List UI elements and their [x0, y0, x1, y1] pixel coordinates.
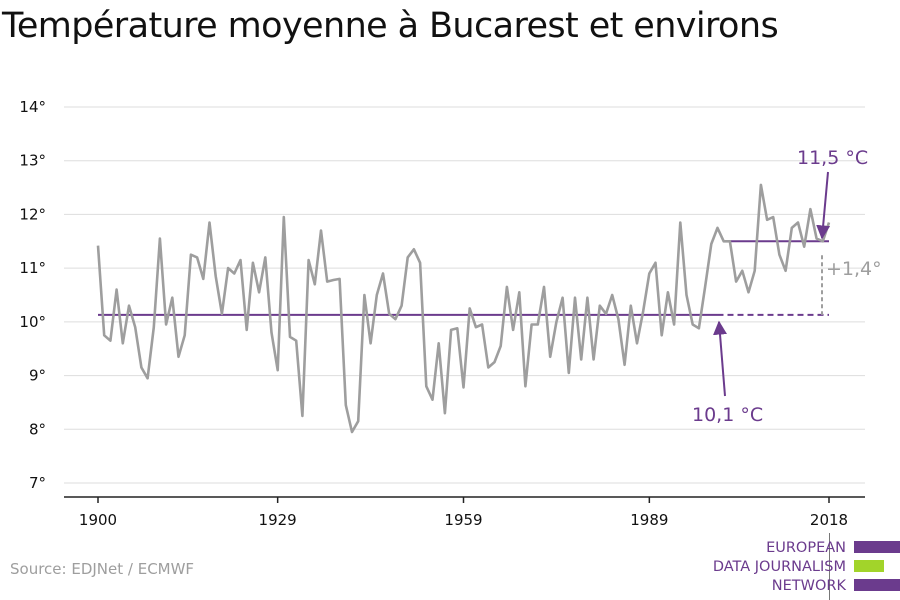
logo-bar-2 [854, 560, 884, 572]
annotation-label-10-1: 10,1 °C [692, 404, 763, 426]
chart-title: Température moyenne à Bucarest et enviro… [2, 6, 779, 46]
edjnet-logo: EUROPEAN DATA JOURNALISM NETWORK [713, 539, 900, 595]
x-tick-labels: 1900 1929 1959 1989 2018 [79, 511, 848, 529]
source-note: Source: EDJNet / ECMWF [10, 560, 195, 578]
reference-lines [98, 240, 829, 316]
y-tick-label: 8° [29, 420, 46, 438]
x-tick-label: 1959 [444, 511, 482, 529]
logo-bar-3 [854, 579, 900, 591]
x-axis [64, 496, 865, 503]
logo-bar-1 [854, 541, 900, 553]
y-tick-label: 12° [19, 205, 46, 223]
y-tick-label: 14° [19, 98, 46, 116]
logo-line-3: NETWORK [771, 578, 846, 594]
y-tick-label: 13° [19, 152, 46, 170]
annotation-label-11-5: 11,5 °C [797, 147, 868, 169]
y-tick-label: 7° [29, 474, 46, 492]
y-tick-label: 9° [29, 367, 46, 385]
annotation-arrow-11-5 [816, 171, 831, 240]
logo-bars [854, 539, 900, 595]
x-tick-label: 1989 [630, 511, 668, 529]
y-gridlines [64, 106, 865, 484]
difference-label: +1,4° [826, 258, 882, 280]
logo-line-2: DATA JOURNALISM [712, 559, 846, 575]
logo-text: EUROPEAN DATA JOURNALISM NETWORK [713, 539, 846, 595]
y-tick-labels: 7° 8° 9° 10° 11° 12° 13° 14° [19, 98, 46, 492]
annotations: +1,4° 11,5 °C 10,1 °C [692, 147, 882, 426]
x-tick-label: 2018 [810, 511, 848, 529]
annotation-arrow-10-1 [713, 320, 727, 397]
x-tick-label: 1900 [79, 511, 117, 529]
logo-divider [829, 533, 830, 600]
series-line-temperature [96, 183, 831, 434]
logo-line-1: EUROPEAN [766, 540, 846, 556]
y-tick-label: 10° [19, 313, 46, 331]
y-tick-label: 11° [19, 259, 46, 277]
x-tick-label: 1929 [259, 511, 297, 529]
